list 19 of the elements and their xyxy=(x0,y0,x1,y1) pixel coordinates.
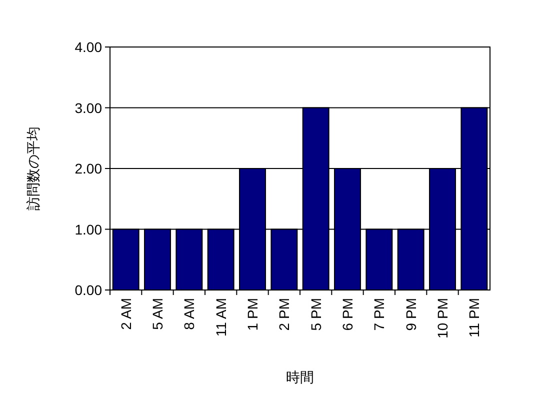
xtick: 9 PM xyxy=(402,298,419,331)
ytick: 2.00 xyxy=(74,160,102,176)
xtick: 2 PM xyxy=(276,298,292,331)
xtick: 5 PM xyxy=(308,298,324,331)
xtick: 5 AM xyxy=(150,298,166,330)
xtick: 7 PM xyxy=(371,298,388,331)
ytick: 3.00 xyxy=(74,100,102,116)
xtick: 1 PM xyxy=(244,298,260,331)
xlabel: 時間 xyxy=(286,369,314,385)
xtick: 8 AM xyxy=(181,298,198,330)
ylabel: 訪問数の平均 xyxy=(25,126,41,210)
xtick: 11 PM xyxy=(466,298,482,338)
xtick: 10 PM xyxy=(434,298,450,338)
xtick: 6 PM xyxy=(340,298,356,331)
ytick: 0.00 xyxy=(74,282,102,298)
ytick: 4.00 xyxy=(74,39,102,55)
xtick: 11 AM xyxy=(212,298,229,337)
ytick: 1.00 xyxy=(74,221,102,238)
xtick: 2 AM xyxy=(118,298,134,330)
